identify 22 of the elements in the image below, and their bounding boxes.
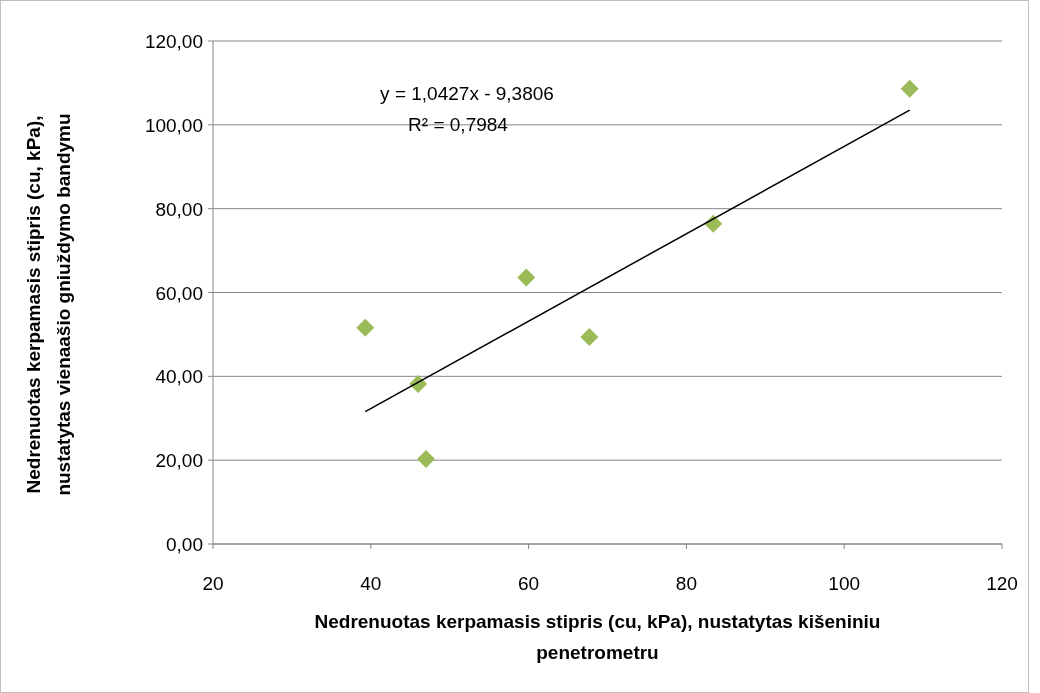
y-tick-label: 0,00 (166, 534, 203, 555)
x-tick-label: 40 (360, 573, 382, 594)
x-tick-label: 20 (202, 573, 224, 594)
y-tick-label: 20,00 (155, 450, 203, 472)
y-tick-label: 100,00 (144, 114, 203, 136)
point (900, 79, 919, 98)
point (517, 268, 536, 287)
x-tick-label: 120 (986, 573, 1018, 594)
annotation: R² = 0,7984 (408, 114, 509, 135)
x-tick-label: 80 (675, 573, 697, 594)
y-axis-title: Nedrenuotas kerpamasis stipris (cu, kPa), nustatytas vienaašio gniuždymo bandymu (23, 113, 74, 496)
annotation: y = 1,0427x - 9,3806 (380, 83, 554, 104)
y-tick-label: 60,00 (155, 282, 203, 304)
x-tick-label: 60 (518, 573, 540, 594)
x-axis-title: Nedrenuotas kerpamasis stipris (cu, kPa), nustatytas kišeniniu penetrometru (314, 611, 881, 663)
y-tick-label: 40,00 (155, 366, 203, 388)
point (417, 449, 436, 468)
x-tick-label: 100 (828, 573, 861, 594)
point (356, 318, 375, 337)
y-tick-label: 80,00 (155, 198, 203, 220)
point (580, 327, 599, 346)
y-tick-label: 120,00 (144, 31, 203, 52)
